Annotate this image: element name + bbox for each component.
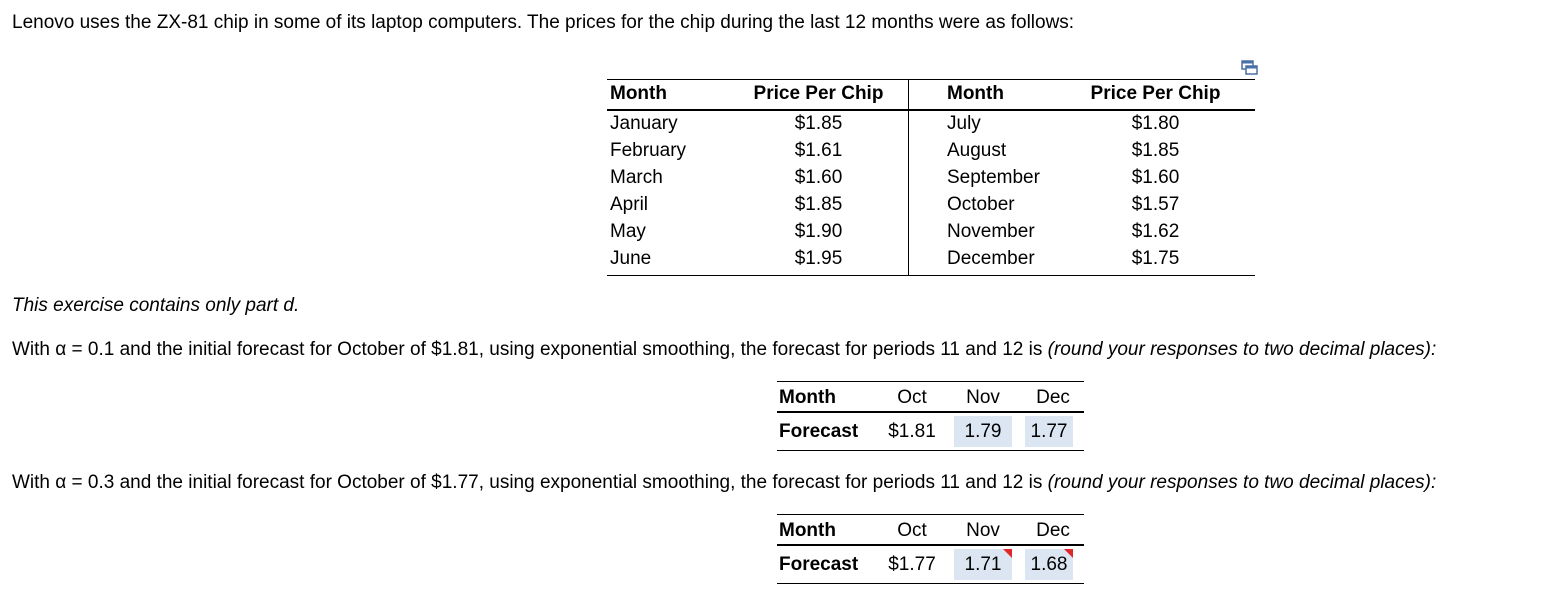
price-cell: $1.95 xyxy=(794,248,843,269)
month-cell: March xyxy=(610,167,663,188)
forecast-nov-input[interactable]: 1.71 xyxy=(954,549,1012,580)
month-nov: Nov xyxy=(966,387,1000,408)
month-cell: August xyxy=(947,140,1007,161)
part-note: This exercise contains only part d. xyxy=(12,295,300,316)
row-label-month: Month xyxy=(779,387,836,408)
row-label-month: Month xyxy=(779,520,836,541)
header-rule xyxy=(777,411,1084,413)
month-nov: Nov xyxy=(966,520,1000,541)
price-cell: $1.60 xyxy=(794,167,843,188)
month-oct: Oct xyxy=(897,520,927,541)
forecast-table-alpha-0-3: Month Oct Nov Dec Forecast $1.77 1.71 1.… xyxy=(777,514,1084,584)
forecast-nov-value: 1.71 xyxy=(964,554,1002,575)
month-cell: December xyxy=(947,248,1035,269)
popout-icon[interactable] xyxy=(1241,59,1258,75)
price-cell: $1.60 xyxy=(1131,167,1180,188)
month-dec: Dec xyxy=(1036,520,1070,541)
price-cell: $1.80 xyxy=(1131,113,1180,134)
incorrect-flag-icon xyxy=(1003,549,1012,558)
forecast-oct-value: $1.77 xyxy=(888,554,936,575)
rounding-hint: (round your responses to two decimal pla… xyxy=(1047,472,1437,493)
month-cell: February xyxy=(610,140,687,161)
header-price-left: Price Per Chip xyxy=(753,83,884,104)
forecast-nov-input[interactable]: 1.79 xyxy=(954,416,1012,447)
forecast-table-alpha-0-1: Month Oct Nov Dec Forecast $1.81 1.79 1.… xyxy=(777,381,1084,451)
row-label-forecast: Forecast xyxy=(779,554,859,575)
header-month-right: Month xyxy=(947,83,1004,104)
question-alpha-0-1: With α = 0.1 and the initial forecast fo… xyxy=(12,339,1436,361)
price-cell: $1.85 xyxy=(794,113,843,134)
forecast-dec-value: 1.68 xyxy=(1030,554,1068,575)
price-cell: $1.61 xyxy=(794,140,843,161)
question-alpha-0-3: With α = 0.3 and the initial forecast fo… xyxy=(12,472,1436,494)
price-table: Month Price Per Chip Month Price Per Chi… xyxy=(607,79,1255,276)
header-month-left: Month xyxy=(610,83,667,104)
forecast-dec-input[interactable]: 1.68 xyxy=(1025,549,1073,580)
month-cell: January xyxy=(610,113,678,134)
row-label-forecast: Forecast xyxy=(779,421,859,442)
month-cell: May xyxy=(610,221,646,242)
header-rule xyxy=(607,109,1255,111)
price-cell: $1.57 xyxy=(1131,194,1180,215)
question-text: With α = 0.1 and the initial forecast fo… xyxy=(12,339,1048,360)
price-cell: $1.85 xyxy=(1131,140,1180,161)
month-cell: September xyxy=(947,167,1040,188)
price-cell: $1.90 xyxy=(794,221,843,242)
month-dec: Dec xyxy=(1036,387,1070,408)
problem-statement: Lenovo uses the ZX-81 chip in some of it… xyxy=(12,12,1075,33)
price-cell: $1.85 xyxy=(794,194,843,215)
forecast-oct-value: $1.81 xyxy=(888,421,936,442)
month-cell: October xyxy=(947,194,1015,215)
month-cell: November xyxy=(947,221,1035,242)
rounding-hint: (round your responses to two decimal pla… xyxy=(1047,339,1437,360)
column-divider xyxy=(908,80,909,275)
incorrect-flag-icon xyxy=(1064,549,1073,558)
month-cell: June xyxy=(610,248,652,269)
question-text: With α = 0.3 and the initial forecast fo… xyxy=(12,472,1048,493)
price-cell: $1.62 xyxy=(1131,221,1180,242)
forecast-dec-input[interactable]: 1.77 xyxy=(1025,416,1073,447)
header-rule xyxy=(777,544,1084,546)
month-oct: Oct xyxy=(897,387,927,408)
price-cell: $1.75 xyxy=(1131,248,1180,269)
header-price-right: Price Per Chip xyxy=(1090,83,1221,104)
month-cell: April xyxy=(610,194,649,215)
month-cell: July xyxy=(947,113,981,134)
